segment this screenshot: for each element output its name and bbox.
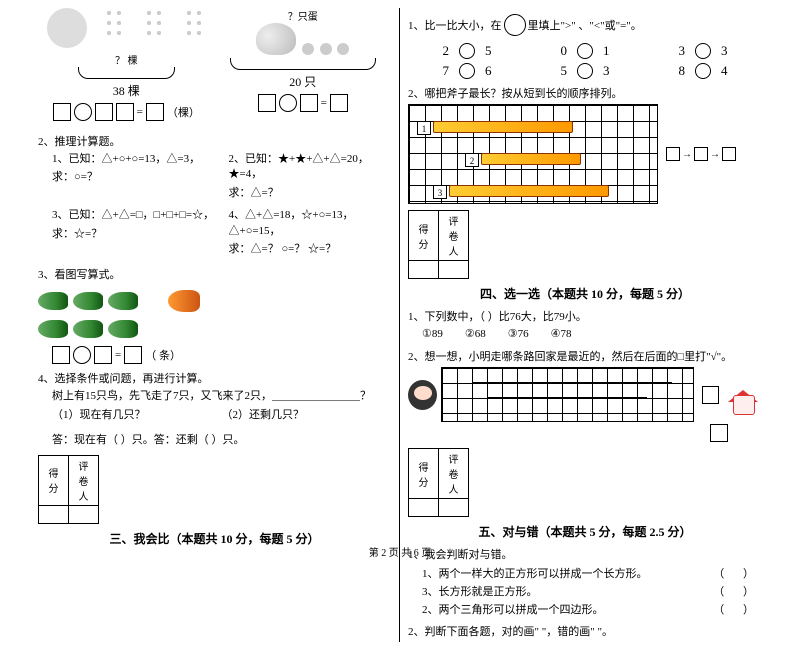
- answer-box[interactable]: [330, 94, 348, 112]
- compare-circle[interactable]: [695, 43, 711, 59]
- unit-label: （棵）: [167, 104, 200, 120]
- q2-item: 求：○=？: [52, 170, 215, 185]
- q4-title: 4、选择条件或问题，再进行计算。: [38, 370, 391, 386]
- q3-title: 3、看图写算式。: [38, 266, 391, 282]
- r4-q1-opts: ①89 ②68 ③76 ④78: [422, 327, 762, 342]
- check-box[interactable]: [702, 386, 720, 404]
- fish-icon: [38, 292, 68, 310]
- page-footer: 第 2 页 共 6 页: [0, 544, 800, 559]
- score-table: 得分评卷人: [38, 455, 99, 524]
- q4-sub1: （1）现在有几只？: [52, 408, 222, 423]
- score-table: 得分评卷人: [408, 448, 469, 517]
- eggs-q: ？只蛋: [215, 8, 392, 23]
- compare-row: 25 01 33: [408, 43, 762, 59]
- answer-box[interactable]: [300, 94, 318, 112]
- op-circle[interactable]: [74, 103, 92, 121]
- q2-item: 求：△=？: [229, 186, 392, 201]
- q4-ans: 答：现在有（ ）只。答：还剩（ ）只。: [52, 433, 391, 448]
- q2-item: 求：☆=？: [52, 227, 215, 242]
- axe-icon: [449, 185, 609, 197]
- count-38: 38 棵: [38, 82, 215, 99]
- q2-title: 2、推理计算题。: [38, 133, 391, 149]
- check-box[interactable]: [710, 424, 728, 442]
- compare-circle[interactable]: [459, 43, 475, 59]
- chick-icon: [302, 43, 314, 55]
- axe-icon: [433, 121, 573, 133]
- maze-grid: [441, 367, 694, 422]
- score-table: 得分评卷人: [408, 210, 469, 279]
- q2-item: 4、△+△=18，☆+○=13，△+○=15，: [229, 208, 392, 239]
- fish-icon: [73, 320, 103, 338]
- seq-box[interactable]: [666, 147, 680, 161]
- plant-icon: [104, 8, 126, 38]
- bear-icon: [47, 8, 87, 48]
- answer-box[interactable]: [95, 103, 113, 121]
- axe-grid: 1 2 3: [408, 104, 658, 204]
- answer-box[interactable]: [124, 346, 142, 364]
- q4-sub2: （2）还剩几只？: [222, 408, 392, 423]
- r5-q2-title: 2、判断下面各题，对的画" "，错的画" "。: [408, 623, 762, 639]
- chick-icon: [337, 43, 349, 55]
- fish-icon: [108, 320, 138, 338]
- answer-box[interactable]: [52, 346, 70, 364]
- answer-box[interactable]: [116, 103, 134, 121]
- q2-item: 求：△=？ ○=？ ☆=？: [229, 242, 392, 257]
- section-4-head: 四、选一选（本题共 10 分，每题 5 分）: [408, 285, 762, 302]
- r-q2-title: 2、哪把斧子最长？按从短到长的顺序排列。: [408, 85, 762, 101]
- op-circle[interactable]: [73, 346, 91, 364]
- fish-icon: [73, 292, 103, 310]
- answer-box[interactable]: [146, 103, 164, 121]
- q2-item: 3、已知：△+△=□，□+□+□=☆，: [52, 208, 215, 223]
- fish-icon: [38, 320, 68, 338]
- fish-icon: [108, 292, 138, 310]
- r4-q1-title: 1、下列数中，（ ）比76大，比79小。: [408, 308, 762, 324]
- fish-orange-icon: [168, 290, 200, 312]
- chick-icon: [320, 43, 332, 55]
- q4-line1: 树上有15只鸟，先飞走了7只，又飞来了2只，________________？: [52, 389, 391, 404]
- axe-icon: [481, 153, 581, 165]
- r4-q2-title: 2、想一想，小明走哪条路回家是最近的，然后在后面的□里打"√"。: [408, 348, 762, 364]
- answer-box[interactable]: [94, 346, 112, 364]
- count-20: 20 只: [215, 73, 392, 90]
- answer-box[interactable]: [53, 103, 71, 121]
- q2-item: 2、已知：★+★+△+△=20，★=4，: [229, 152, 392, 183]
- house-icon: [723, 375, 762, 415]
- top-illustration-row: ？ 棵 38 棵 = （棵） ？只蛋: [38, 8, 391, 127]
- seq-box[interactable]: [694, 147, 708, 161]
- op-circle[interactable]: [279, 94, 297, 112]
- answer-box[interactable]: [258, 94, 276, 112]
- compare-circle[interactable]: [459, 63, 475, 79]
- plant-icon: [184, 8, 206, 38]
- unit-label: （ 条）: [145, 347, 181, 363]
- child-head-icon: [408, 380, 437, 410]
- compare-circle[interactable]: [695, 63, 711, 79]
- compare-circle[interactable]: [577, 43, 593, 59]
- q2-item: 1、已知：△+○+○=13，△=3，: [52, 152, 215, 167]
- r-q1-title: 1、比一比大小，在 里填上">" 、"<"或"="。: [408, 14, 642, 36]
- compare-circle[interactable]: [577, 63, 593, 79]
- big-circle-icon: [504, 14, 526, 36]
- seq-box[interactable]: [722, 147, 736, 161]
- plant-icon: [144, 8, 166, 38]
- hen-icon: [256, 23, 296, 55]
- compare-row: 76 53 84: [408, 63, 762, 79]
- section-5-head: 五、对与错（本题共 5 分，每题 2.5 分）: [408, 523, 762, 540]
